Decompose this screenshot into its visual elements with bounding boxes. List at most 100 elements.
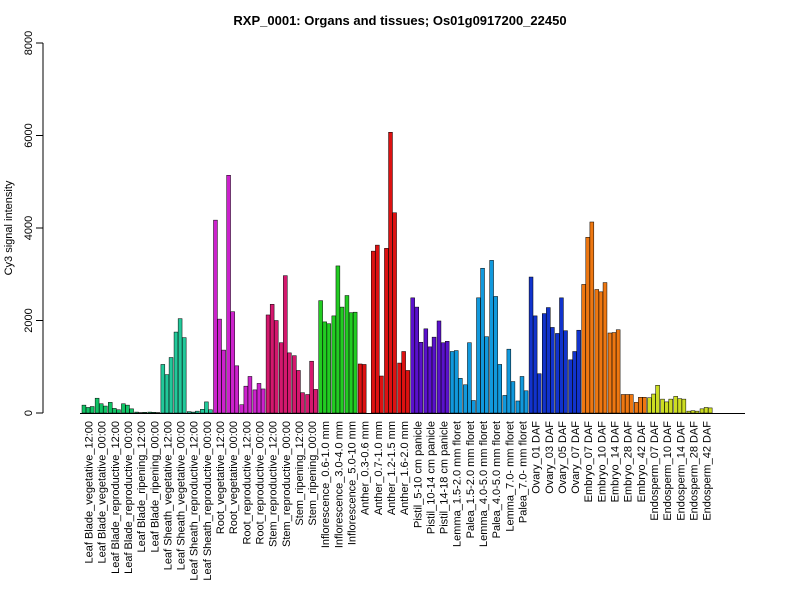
- x-category-label: Inflorescence_5.0-10 mm: [347, 421, 359, 545]
- bar: [121, 403, 126, 414]
- bar: [177, 318, 183, 414]
- bar: [668, 398, 673, 414]
- x-category-label: Embryo_28 DAF: [623, 421, 635, 503]
- bar: [423, 328, 429, 414]
- bar: [660, 398, 665, 414]
- bar: [484, 336, 489, 414]
- bar: [463, 384, 468, 414]
- bar: [647, 397, 652, 414]
- bar: [651, 393, 656, 414]
- bar: [480, 267, 485, 414]
- bar: [191, 411, 196, 414]
- bar: [239, 404, 244, 414]
- bar-group: [160, 357, 174, 414]
- x-category-label: Leaf Sheath_reproductive_00:00: [202, 421, 214, 581]
- bar: [694, 410, 700, 414]
- bar: [147, 411, 152, 414]
- bar: [427, 346, 433, 414]
- bar: [256, 383, 262, 414]
- x-category-label: Ovary_03 DAF: [544, 421, 556, 494]
- bar: [629, 394, 634, 414]
- bar-group: [436, 320, 450, 414]
- bar: [260, 388, 266, 414]
- y-axis: 0 2000 4000 6000 8000: [23, 31, 44, 416]
- bar-group: [239, 376, 253, 414]
- x-category-label: Endosperm_14 DAF: [675, 421, 687, 521]
- bar: [305, 394, 310, 414]
- bar: [173, 331, 179, 414]
- bar-group: [515, 376, 529, 414]
- bar-group: [265, 304, 279, 414]
- bar: [335, 265, 341, 414]
- x-category-label: Endosperm_07 DAF: [649, 421, 661, 521]
- bar: [279, 342, 284, 414]
- bar: [371, 250, 376, 414]
- bar: [318, 300, 323, 414]
- x-category-label: Inflorescence_3.0-4.0 mm: [333, 421, 345, 548]
- bar: [677, 398, 682, 414]
- bar: [445, 341, 450, 414]
- bar: [436, 320, 442, 414]
- bar: [638, 397, 643, 414]
- bar: [283, 275, 288, 414]
- bar: [397, 362, 402, 414]
- x-category-label: Leaf Sheath_reproductive_12:00: [189, 421, 201, 581]
- bar-group: [673, 396, 687, 414]
- plot-area: [80, 132, 745, 414]
- bar: [449, 351, 455, 414]
- bar: [405, 370, 410, 414]
- bar-group: [476, 267, 489, 414]
- bar: [607, 332, 613, 414]
- bar: [686, 410, 692, 414]
- x-category-label: Stem_reproductive_12:00: [268, 421, 280, 547]
- x-category-label: Root_vegetative_12:00: [215, 421, 227, 534]
- x-category-label: Root_reproductive_00:00: [254, 421, 266, 545]
- bar-group: [686, 410, 700, 414]
- x-category-label: Embryo_07 DAF: [583, 421, 595, 503]
- bar-group: [647, 385, 660, 414]
- bar: [339, 306, 345, 414]
- y-axis-label: Cy3 signal intensity: [3, 180, 15, 275]
- bar-group: [502, 348, 516, 414]
- bar-group: [449, 350, 463, 414]
- y-tick-label: 4000: [23, 216, 35, 240]
- bar: [213, 219, 218, 414]
- bar: [467, 342, 472, 414]
- bar: [532, 315, 538, 414]
- bar-group: [660, 398, 673, 414]
- x-category-label: Pistil_10-14 cm panicle: [425, 421, 437, 534]
- bar: [265, 314, 271, 414]
- bar-group: [331, 265, 345, 414]
- x-category-label: Endosperm_42 DAF: [702, 421, 714, 521]
- x-category-label: Anther_1.6-2.0 mm: [399, 421, 411, 515]
- x-category-label: Leaf Sheath_vegetative_00:00: [176, 421, 188, 570]
- bar-group: [81, 404, 95, 414]
- bar: [326, 323, 332, 414]
- x-category-label: Lemma_7.0- mm floret: [504, 421, 516, 532]
- bar: [401, 351, 406, 414]
- bar-group: [173, 318, 187, 414]
- bar: [357, 363, 363, 414]
- x-category-label: Anther_0.7-1.0 mm: [373, 421, 385, 515]
- bar: [142, 412, 147, 414]
- bar: [168, 357, 174, 414]
- bar: [108, 402, 113, 414]
- x-category-label: Palea_1.5-2.0 mm floret: [465, 421, 477, 538]
- bar: [510, 381, 516, 414]
- bar: [375, 244, 380, 414]
- bar: [164, 374, 170, 414]
- bar-group: [594, 282, 608, 414]
- bar: [300, 392, 305, 414]
- bar-group: [94, 397, 108, 414]
- bar: [186, 411, 192, 414]
- bar: [99, 403, 104, 414]
- bar: [313, 389, 318, 414]
- x-category-label: Ovary_05 DAF: [557, 421, 569, 494]
- x-category-label: Endosperm_28 DAF: [688, 421, 700, 521]
- bar: [699, 408, 705, 414]
- x-category-label: Embryo_14 DAF: [610, 421, 622, 503]
- bar: [362, 364, 367, 414]
- bar: [322, 321, 327, 414]
- bar: [550, 327, 555, 414]
- bar-group: [489, 260, 503, 414]
